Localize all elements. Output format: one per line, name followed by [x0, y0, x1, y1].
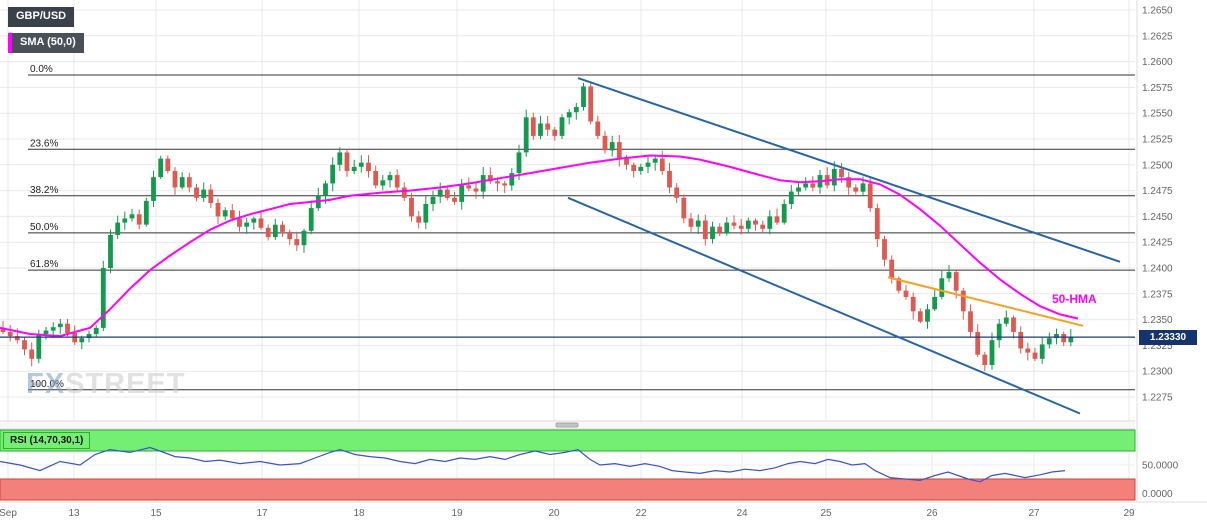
time-axis-label: 27: [1028, 508, 1040, 519]
fib-level-label: 23.6%: [30, 138, 58, 149]
fib-level-label: 100.0%: [30, 379, 64, 390]
price-axis-label: 1.2425: [1142, 238, 1173, 249]
candlesticks: [0, 82, 1074, 372]
time-axis-label: 15: [150, 508, 162, 519]
fib-retracement: 0.0% 23.6% 38.2% 50.0% 61.8% 100.0%: [28, 64, 1135, 391]
time-axis-label: 13: [68, 508, 80, 519]
price-axis-label: 1.2325: [1142, 341, 1173, 352]
time-axis-label: 22: [635, 508, 647, 519]
time-axis-label: 18: [353, 508, 365, 519]
price-axis-label: 1.2375: [1142, 289, 1173, 300]
price-axis-label: 1.2275: [1142, 393, 1173, 404]
fib-level-label: 38.2%: [30, 185, 58, 196]
rsi-line: [0, 446, 1066, 483]
fib-level-label: 61.8%: [30, 259, 58, 270]
rsi-legend-badge[interactable]: RSI (14,70,30,1): [3, 432, 91, 449]
time-axis-label: 19: [451, 508, 463, 519]
fib-level-label: 0.0%: [30, 64, 53, 75]
price-axis-label: 1.2475: [1142, 186, 1173, 197]
fxstreet-watermark: FXSTREET: [26, 368, 185, 401]
time-axis-label: 29: [1123, 508, 1135, 519]
price-axis-label: 1.2300: [1142, 367, 1173, 378]
price-axis-label: 1.2350: [1142, 315, 1173, 326]
watermark-street-text: STREET: [65, 368, 186, 400]
time-axis-label: Sep: [0, 508, 17, 519]
rsi-overbought-zone: [0, 429, 1136, 452]
price-axis-label: 1.2575: [1142, 83, 1173, 94]
price-axis-label: 1.2600: [1142, 57, 1173, 68]
fib-level-label: 50.0%: [30, 222, 58, 233]
panel-splitter-grip[interactable]: [555, 422, 579, 428]
watermark-fx-text: FX: [26, 368, 66, 400]
time-axis-label: 24: [736, 508, 748, 519]
price-axis-label: 1.2400: [1142, 264, 1173, 275]
price-axis-label: 1.2500: [1142, 160, 1173, 171]
time-axis-label: 20: [548, 508, 560, 519]
time-axis-label: 25: [820, 508, 832, 519]
price-axis-label: 1.2650: [1142, 6, 1173, 17]
time-axis-label: 26: [926, 508, 938, 519]
price-axis-label: 1.2525: [1142, 135, 1173, 146]
price-axis-label: 1.2450: [1142, 212, 1173, 223]
rsi-oversold-zone: [0, 478, 1136, 501]
hma-50-line: [887, 276, 1084, 327]
hma-annotation-label: 50-HMA: [1052, 292, 1097, 306]
trendline-1: [577, 77, 1121, 263]
rsi-axis-label: 50.0000: [1142, 461, 1179, 472]
trendline-2: [567, 196, 1081, 415]
price-axis-label: 1.2550: [1142, 109, 1173, 120]
rsi-axis-label: 0.0000: [1142, 489, 1173, 500]
symbol-badge[interactable]: GBP/USD: [8, 7, 75, 27]
sma-50-line: [0, 154, 1079, 338]
price-axis-label: 1.2625: [1142, 31, 1173, 42]
sma-legend-badge[interactable]: SMA (50,0): [8, 33, 84, 53]
current-price-badge: 1.23330: [1139, 330, 1197, 345]
time-axis-label: 17: [256, 508, 268, 519]
